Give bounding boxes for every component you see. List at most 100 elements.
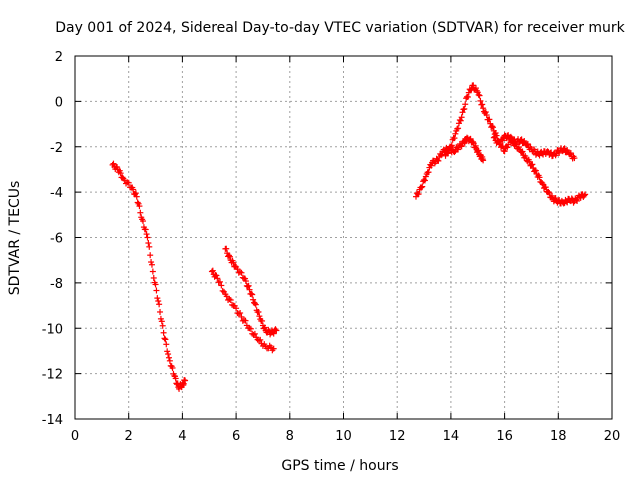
data-points bbox=[109, 82, 589, 392]
data-point bbox=[161, 335, 168, 342]
data-point bbox=[577, 194, 584, 201]
data-point bbox=[519, 148, 526, 155]
data-point bbox=[172, 375, 179, 382]
data-point bbox=[475, 91, 482, 98]
data-point bbox=[166, 357, 173, 364]
data-point bbox=[158, 318, 165, 325]
data-point bbox=[451, 149, 458, 156]
y-tick-label: -12 bbox=[42, 368, 63, 383]
data-point bbox=[546, 190, 553, 197]
data-point bbox=[475, 147, 482, 154]
y-tick-label: 2 bbox=[55, 50, 63, 65]
data-point bbox=[251, 330, 258, 337]
data-point bbox=[419, 183, 426, 190]
data-point bbox=[270, 345, 277, 352]
data-point bbox=[479, 101, 486, 108]
data-point bbox=[248, 290, 255, 297]
data-point bbox=[483, 112, 490, 119]
data-point bbox=[480, 157, 487, 164]
data-point bbox=[476, 92, 483, 99]
data-point bbox=[149, 268, 156, 275]
data-point bbox=[245, 282, 252, 289]
data-point bbox=[233, 305, 240, 312]
data-point bbox=[234, 266, 241, 273]
data-point bbox=[255, 308, 262, 315]
data-point bbox=[140, 218, 147, 225]
data-point bbox=[459, 109, 466, 116]
data-point bbox=[223, 293, 230, 300]
data-point bbox=[461, 105, 468, 112]
data-point bbox=[540, 151, 547, 158]
data-point bbox=[159, 322, 166, 329]
data-point bbox=[146, 243, 153, 250]
data-point bbox=[213, 272, 220, 279]
data-point bbox=[251, 300, 258, 307]
data-point bbox=[157, 308, 164, 315]
data-point bbox=[489, 123, 496, 130]
data-point bbox=[524, 140, 531, 147]
data-point bbox=[455, 146, 462, 153]
data-point bbox=[428, 162, 435, 169]
data-point bbox=[255, 337, 262, 344]
data-point bbox=[581, 192, 588, 199]
data-point bbox=[237, 310, 244, 317]
data-point bbox=[152, 281, 159, 288]
data-point bbox=[504, 144, 511, 151]
data-point bbox=[497, 141, 504, 148]
data-point bbox=[150, 274, 157, 281]
data-point bbox=[415, 191, 422, 198]
data-point bbox=[448, 142, 455, 149]
data-point bbox=[214, 275, 221, 282]
data-point bbox=[261, 324, 268, 331]
data-point bbox=[144, 234, 151, 241]
data-point bbox=[137, 209, 144, 216]
chart-title: Day 001 of 2024, Sidereal Day-to-day VTE… bbox=[55, 20, 625, 36]
data-point bbox=[486, 116, 493, 123]
series-segment-3a bbox=[412, 134, 487, 200]
data-point bbox=[560, 146, 567, 153]
data-point bbox=[160, 329, 167, 336]
data-point bbox=[226, 253, 233, 260]
data-point bbox=[491, 133, 498, 140]
data-point bbox=[162, 336, 169, 343]
data-point bbox=[223, 245, 230, 252]
x-axis-label: GPS time / hours bbox=[281, 458, 398, 474]
data-point bbox=[435, 157, 442, 164]
data-point bbox=[259, 317, 266, 324]
data-point bbox=[134, 199, 141, 206]
data-point bbox=[142, 226, 149, 233]
data-point bbox=[270, 330, 277, 337]
data-point bbox=[247, 325, 254, 332]
x-tick-label: 14 bbox=[443, 429, 460, 444]
data-point bbox=[472, 85, 479, 92]
data-point bbox=[226, 296, 233, 303]
data-point bbox=[155, 298, 162, 305]
data-point bbox=[567, 150, 574, 157]
data-point bbox=[536, 174, 543, 181]
data-point bbox=[242, 278, 249, 285]
x-tick-label: 8 bbox=[286, 429, 294, 444]
data-point bbox=[447, 143, 454, 150]
x-tick-label: 20 bbox=[604, 429, 621, 444]
data-point bbox=[153, 287, 160, 294]
data-point bbox=[147, 252, 154, 259]
data-point bbox=[123, 180, 130, 187]
data-point bbox=[457, 117, 464, 124]
x-tick-label: 16 bbox=[496, 429, 513, 444]
data-point bbox=[227, 296, 234, 303]
data-point bbox=[470, 82, 477, 89]
series-segment-2a bbox=[208, 267, 277, 354]
data-point bbox=[238, 269, 245, 276]
data-point bbox=[130, 186, 137, 193]
data-point bbox=[230, 259, 237, 266]
data-point bbox=[421, 177, 428, 184]
data-point bbox=[532, 151, 539, 158]
data-point bbox=[164, 348, 171, 355]
x-tick-label: 2 bbox=[125, 429, 133, 444]
data-point bbox=[571, 155, 578, 162]
data-point bbox=[249, 291, 256, 298]
y-axis-label: SDTVAR / TECUs bbox=[7, 181, 23, 296]
x-tick-label: 12 bbox=[389, 429, 406, 444]
data-point bbox=[148, 259, 155, 266]
data-point bbox=[110, 160, 117, 167]
